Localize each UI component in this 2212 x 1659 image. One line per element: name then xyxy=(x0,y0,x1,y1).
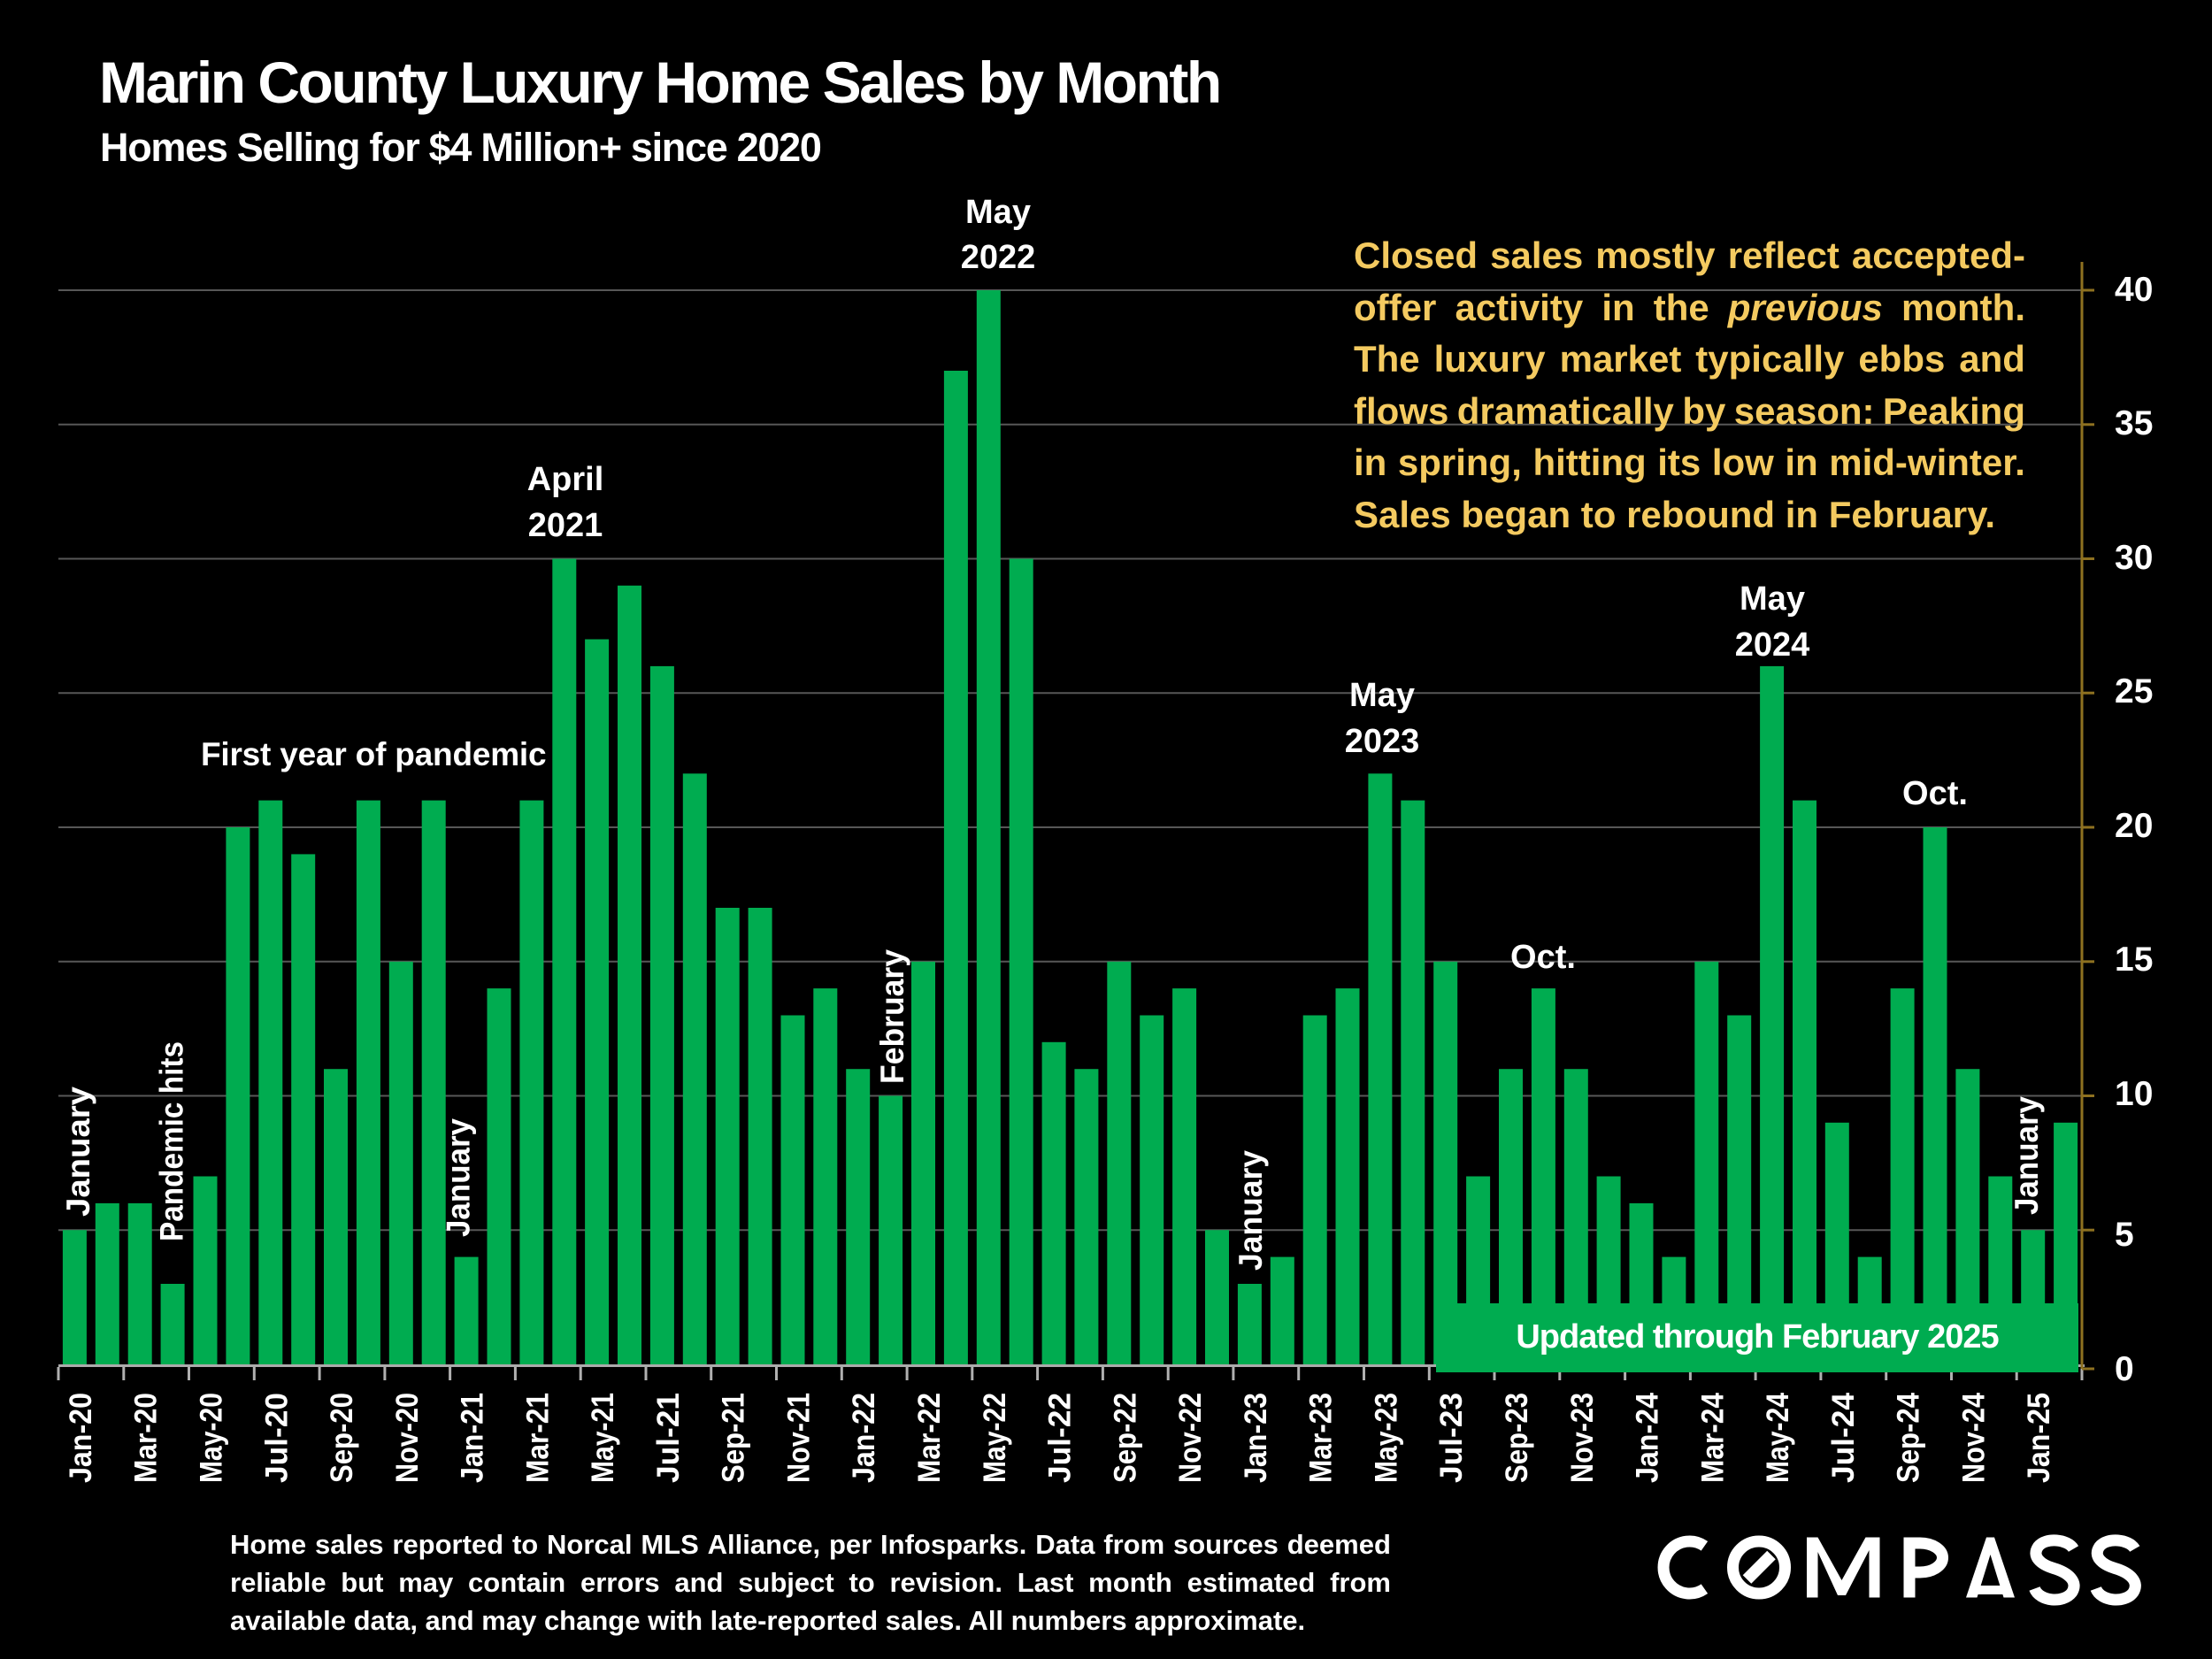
svg-text:Sep-21: Sep-21 xyxy=(717,1393,751,1483)
svg-text:Jan-22: Jan-22 xyxy=(847,1393,881,1483)
svg-text:First year of pandemic: First year of pandemic xyxy=(201,736,546,772)
svg-text:May-20: May-20 xyxy=(195,1393,229,1483)
svg-text:2022: 2022 xyxy=(961,239,1036,276)
svg-text:Marin County Luxury Home Sales: Marin County Luxury Home Sales by Month xyxy=(99,50,1220,115)
svg-text:May-21: May-21 xyxy=(586,1393,620,1483)
svg-text:April: April xyxy=(527,461,604,498)
svg-text:2024: 2024 xyxy=(1735,626,1810,664)
svg-text:January: January xyxy=(441,1118,477,1237)
svg-text:Nov-20: Nov-20 xyxy=(390,1393,425,1483)
svg-text:May-24: May-24 xyxy=(1761,1393,1795,1483)
svg-text:10: 10 xyxy=(2115,1075,2153,1113)
svg-text:Updated through February 2025: Updated through February 2025 xyxy=(1516,1318,1999,1356)
svg-text:40: 40 xyxy=(2115,271,2153,309)
svg-text:0: 0 xyxy=(2115,1350,2134,1388)
svg-text:February: February xyxy=(874,949,910,1084)
svg-text:Jul-23: Jul-23 xyxy=(1434,1393,1469,1483)
svg-text:25: 25 xyxy=(2115,672,2153,710)
svg-text:5: 5 xyxy=(2115,1216,2134,1254)
svg-text:January: January xyxy=(60,1087,96,1217)
svg-text:Mar-21: Mar-21 xyxy=(520,1393,555,1483)
svg-text:2021: 2021 xyxy=(528,507,603,544)
svg-text:Mar-20: Mar-20 xyxy=(129,1393,164,1483)
svg-text:30: 30 xyxy=(2115,539,2153,577)
svg-text:Jan-20: Jan-20 xyxy=(64,1393,98,1483)
svg-text:Nov-24: Nov-24 xyxy=(1956,1393,1991,1483)
svg-text:Jul-20: Jul-20 xyxy=(259,1393,294,1483)
svg-text:Sep-22: Sep-22 xyxy=(1108,1393,1142,1483)
svg-text:Jan-23: Jan-23 xyxy=(1239,1393,1273,1483)
svg-text:Nov-23: Nov-23 xyxy=(1565,1393,1600,1483)
svg-text:May: May xyxy=(1349,677,1415,714)
svg-text:May-23: May-23 xyxy=(1369,1393,1403,1483)
svg-text:Nov-22: Nov-22 xyxy=(1173,1393,1208,1483)
svg-text:Sep-20: Sep-20 xyxy=(325,1393,359,1483)
svg-text:January: January xyxy=(1233,1150,1269,1271)
svg-text:Jul-24: Jul-24 xyxy=(1826,1392,1861,1483)
svg-text:15: 15 xyxy=(2115,941,2153,979)
svg-text:35: 35 xyxy=(2115,404,2153,442)
svg-text:Pandemic hits: Pandemic hits xyxy=(154,1041,190,1241)
svg-text:Sep-24: Sep-24 xyxy=(1892,1393,1926,1483)
svg-text:Mar-22: Mar-22 xyxy=(912,1393,947,1483)
svg-text:Nov-21: Nov-21 xyxy=(782,1393,817,1483)
svg-text:20: 20 xyxy=(2115,807,2153,845)
svg-text:May: May xyxy=(965,194,1031,231)
svg-text:May-22: May-22 xyxy=(978,1393,1012,1483)
svg-text:Mar-24: Mar-24 xyxy=(1695,1393,1730,1483)
svg-text:Sep-23: Sep-23 xyxy=(1500,1393,1534,1483)
svg-text:Jan-21: Jan-21 xyxy=(456,1393,490,1483)
svg-text:Mar-23: Mar-23 xyxy=(1304,1393,1339,1483)
svg-text:Homes Selling for $4 Million+: Homes Selling for $4 Million+ since 2020 xyxy=(100,125,821,170)
svg-text:Jul-22: Jul-22 xyxy=(1043,1393,1078,1483)
svg-text:January: January xyxy=(2008,1096,2045,1215)
svg-text:Oct.: Oct. xyxy=(1510,939,1576,976)
svg-text:May: May xyxy=(1740,580,1805,618)
svg-text:Oct.: Oct. xyxy=(1902,775,1968,812)
svg-text:Jan-25: Jan-25 xyxy=(2022,1393,2056,1483)
svg-text:Jan-24: Jan-24 xyxy=(1631,1393,1665,1483)
svg-text:Jul-21: Jul-21 xyxy=(651,1393,686,1483)
svg-text:2023: 2023 xyxy=(1345,723,1420,760)
